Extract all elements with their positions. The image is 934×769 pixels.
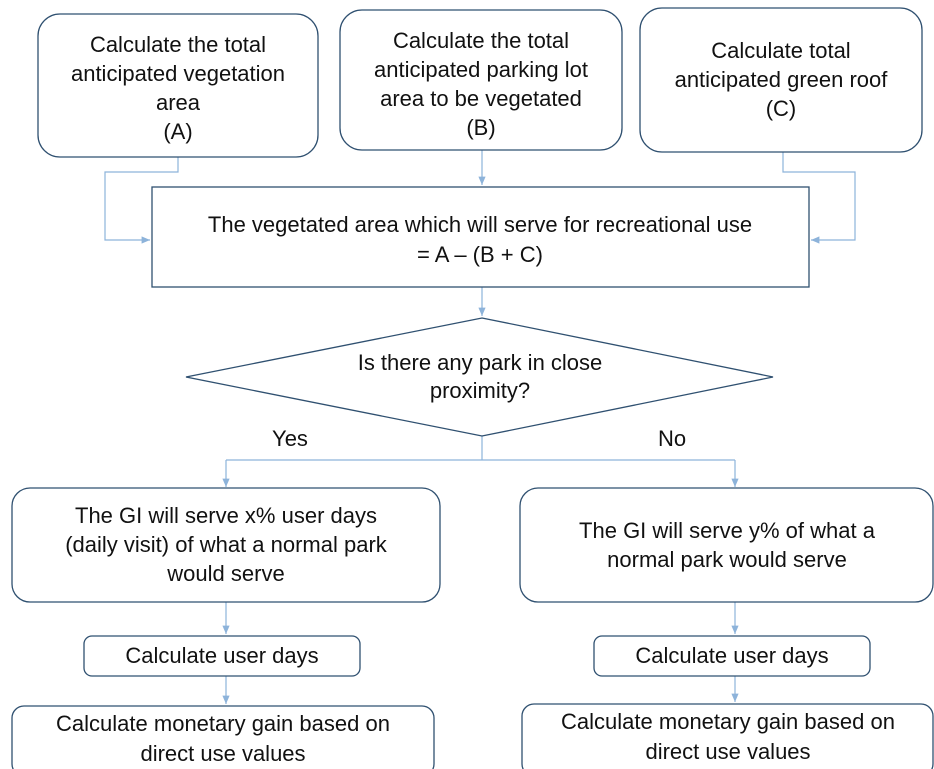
node-box [151, 186, 810, 288]
arrow [225, 436, 736, 486]
node-label: normal park would serve [607, 547, 847, 572]
node-box [519, 487, 934, 603]
node-box [339, 9, 623, 151]
edge-label: Yes [272, 426, 308, 451]
node-label: = A – (B + C) [417, 242, 543, 267]
node-label: Is there any park in close [358, 350, 603, 375]
node-box [11, 487, 441, 603]
node-label: anticipated green roof [675, 67, 889, 92]
decision-diamond [185, 317, 774, 437]
node-label: would serve [166, 561, 284, 586]
node-box [593, 635, 871, 677]
node-label: direct use values [140, 741, 305, 766]
node-label: anticipated vegetation [71, 61, 285, 86]
node-label: Calculate user days [635, 643, 828, 668]
node-label: The vegetated area which will serve for … [208, 212, 752, 237]
edge-label: No [658, 426, 686, 451]
arrow [104, 157, 179, 244]
node-label: Calculate the total [393, 28, 569, 53]
arrow [782, 152, 856, 244]
node-label: The GI will serve y% of what a [579, 518, 876, 543]
node-label: Calculate monetary gain based on [56, 711, 390, 736]
node-label: (C) [766, 96, 797, 121]
node-label: area [156, 90, 201, 115]
node-label: Calculate the total [90, 32, 266, 57]
node-label: Calculate monetary gain based on [561, 709, 895, 734]
node-label: (B) [466, 115, 495, 140]
node-box [83, 635, 361, 677]
node-box [639, 7, 923, 153]
node-label: direct use values [645, 739, 810, 764]
connectors [104, 150, 856, 704]
node-label: area to be vegetated [380, 86, 582, 111]
node-box [11, 705, 435, 769]
node-label: The GI will serve x% user days [75, 503, 377, 528]
node-box [521, 703, 934, 769]
node-box [37, 13, 319, 158]
node-label: proximity? [430, 378, 530, 403]
node-label: Calculate user days [125, 643, 318, 668]
node-label: (A) [163, 119, 192, 144]
node-label: (daily visit) of what a normal park [65, 532, 388, 557]
shapes [11, 7, 934, 769]
node-label: Calculate total [711, 38, 850, 63]
node-label: anticipated parking lot [374, 57, 588, 82]
